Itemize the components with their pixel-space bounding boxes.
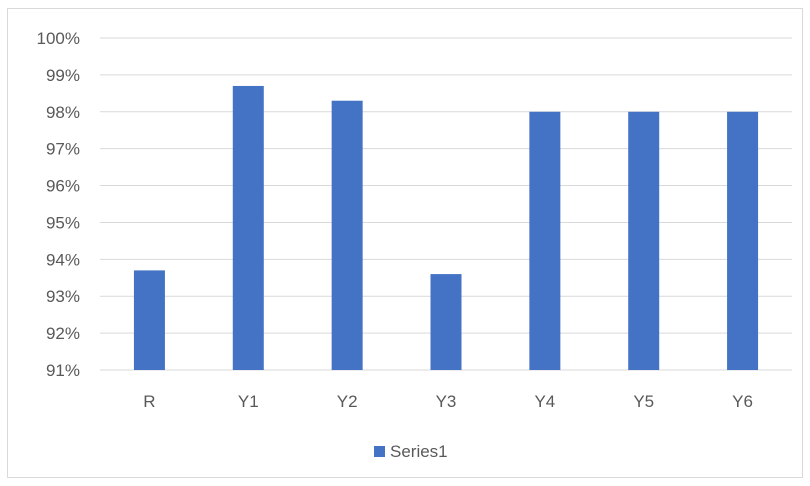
y-tick-label: 98% (46, 103, 80, 122)
y-tick-label: 99% (46, 66, 80, 85)
x-tick-label: R (143, 392, 155, 411)
bar-r (133, 270, 165, 370)
y-tick-label: 94% (46, 250, 80, 269)
y-tick-label: 91% (46, 361, 80, 380)
y-tick-label: 93% (46, 287, 80, 306)
chart-frame (7, 8, 803, 478)
y-tick-label: 96% (46, 177, 80, 196)
bars (133, 85, 759, 371)
bar-y2 (331, 100, 363, 370)
y-tick-label: 95% (46, 213, 80, 232)
legend: Series1 (374, 442, 448, 461)
y-axis-ticks: 91% 92% 93% 94% 95% 96% 97% 98% 99% 100% (37, 29, 80, 380)
legend-swatch-series1 (374, 446, 385, 457)
legend-label-series1: Series1 (390, 442, 448, 461)
x-tick-label: Y3 (436, 392, 457, 411)
y-tick-label: 100% (37, 29, 80, 48)
y-tick-label: 97% (46, 140, 80, 159)
bar-y4 (529, 111, 561, 371)
x-tick-label: Y4 (534, 392, 555, 411)
y-tick-label: 92% (46, 324, 80, 343)
x-tick-label: Y1 (238, 392, 259, 411)
bar-y5 (628, 111, 660, 371)
x-tick-label: Y6 (732, 392, 753, 411)
bar-y6 (727, 111, 759, 371)
bar-y1 (232, 85, 264, 370)
x-tick-label: Y5 (633, 392, 654, 411)
x-tick-label: Y2 (337, 392, 358, 411)
x-axis-ticks: R Y1 Y2 Y3 Y4 Y5 Y6 (143, 392, 753, 411)
bar-y3 (430, 274, 462, 370)
gridlines (100, 37, 792, 371)
